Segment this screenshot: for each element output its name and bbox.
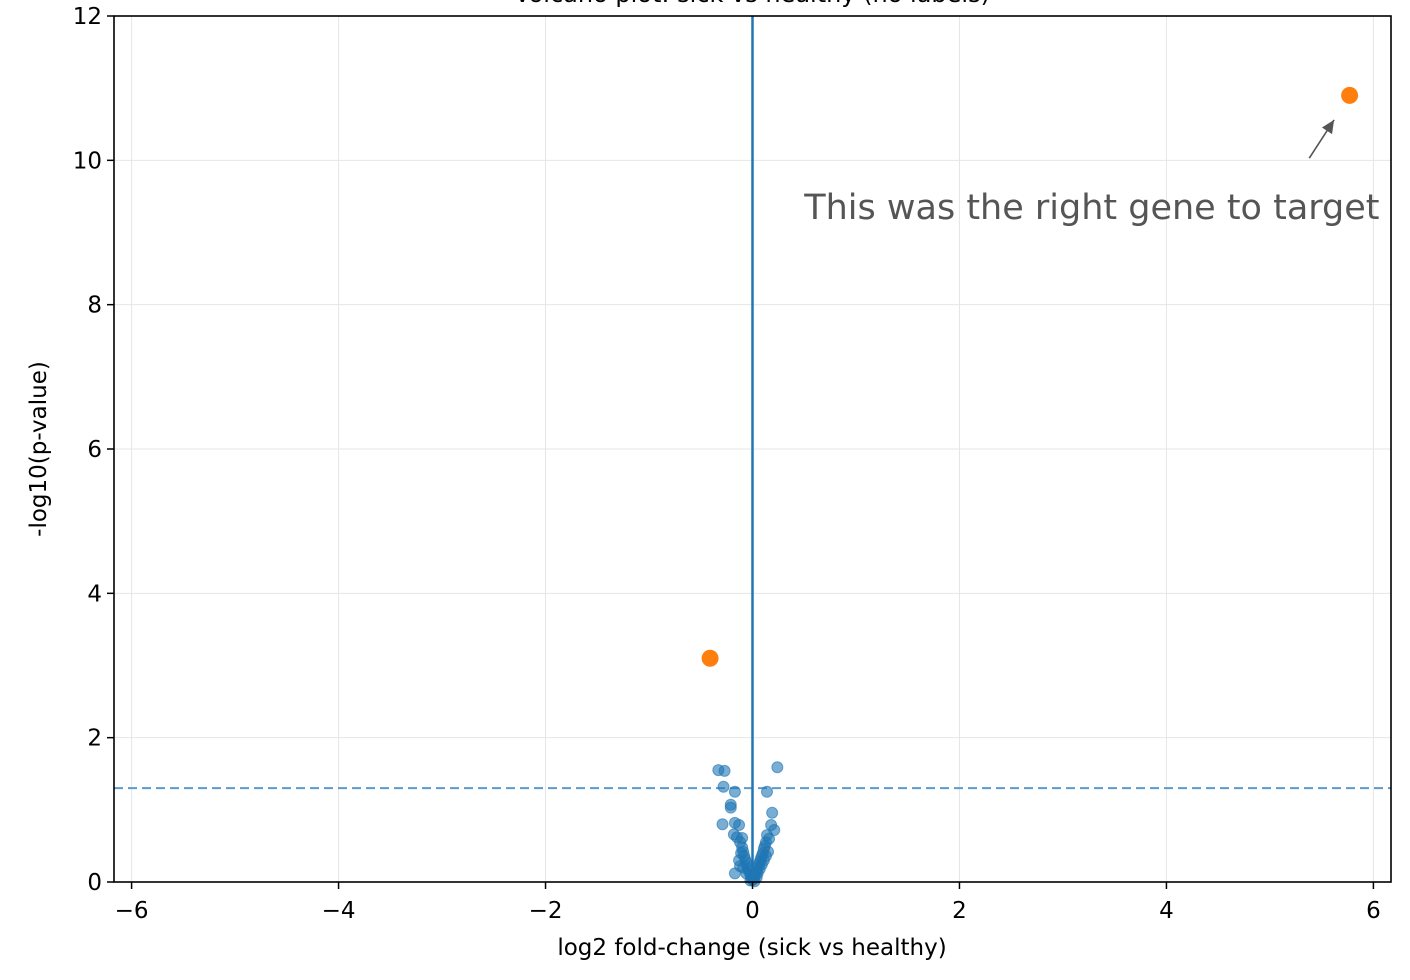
x-axis-label: log2 fold-change (sick vs healthy) [557, 935, 946, 961]
annotation-text: This was the right gene to target [803, 188, 1379, 228]
x-tick-label: −4 [322, 898, 356, 924]
chart-title: Volcano plot: sick vs healthy (no labels… [514, 0, 990, 8]
x-tick-label: 4 [1159, 898, 1174, 924]
annotation: This was the right gene to target [803, 119, 1380, 228]
highlight-point [701, 649, 719, 667]
data-point [718, 764, 731, 777]
x-tick-label: 6 [1366, 898, 1381, 924]
y-tick-label: 10 [73, 148, 102, 174]
y-tick-label: 12 [73, 4, 102, 30]
data-points [701, 86, 1359, 888]
data-point [728, 785, 741, 798]
x-tick-label: 2 [952, 898, 967, 924]
data-point [766, 806, 779, 819]
y-tick-label: 2 [87, 726, 102, 752]
y-tick-label: 0 [87, 870, 102, 896]
data-point [716, 818, 729, 831]
data-point [733, 818, 746, 831]
y-axis-label: -log10(p-value) [26, 361, 52, 537]
x-tick-label: 0 [745, 898, 760, 924]
y-tick-label: 4 [87, 581, 102, 607]
data-point [760, 785, 773, 798]
data-point [771, 761, 784, 774]
data-point [724, 801, 737, 814]
highlight-point [1341, 86, 1359, 104]
x-tick-label: −2 [529, 898, 563, 924]
y-tick-label: 6 [87, 437, 102, 463]
axis-ticks: −6 −4 −2 0 2 4 6 0 2 4 6 8 10 12 [73, 4, 1381, 924]
data-point [734, 860, 747, 873]
data-point [717, 780, 730, 793]
arrow-head-icon [1321, 119, 1335, 135]
y-tick-label: 8 [87, 293, 102, 319]
x-tick-label: −6 [115, 898, 149, 924]
